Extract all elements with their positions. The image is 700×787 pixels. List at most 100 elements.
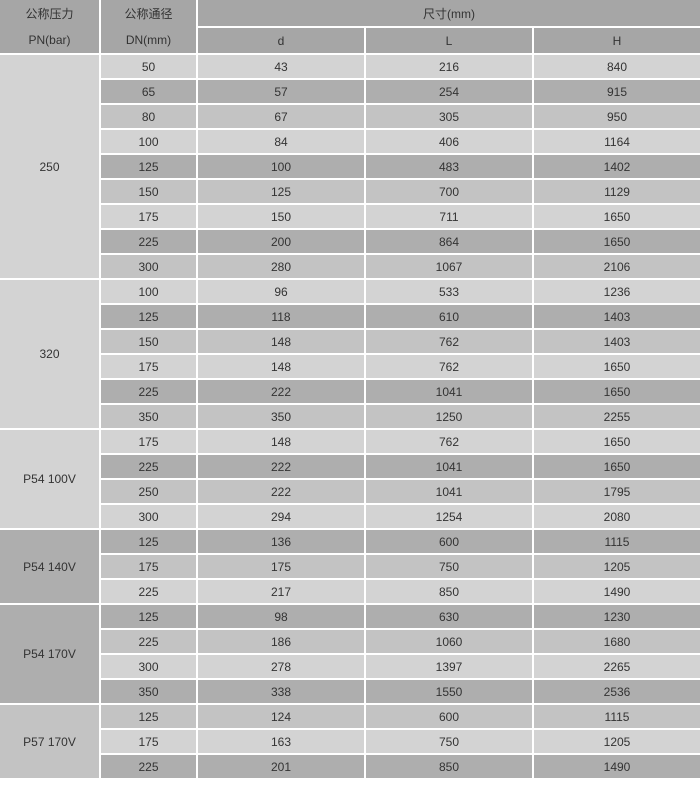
h-cell: 1205 xyxy=(533,729,700,755)
table-row: 225 200 864 1650 xyxy=(0,229,700,255)
d-cell: 118 xyxy=(197,304,366,330)
l-cell: 750 xyxy=(365,729,534,755)
pressure-header-cn: 公称压力 xyxy=(25,6,74,21)
h-cell: 1680 xyxy=(533,629,700,655)
dn-cell: 300 xyxy=(100,504,198,530)
table-row: P57 170V 125 124 600 1115 xyxy=(0,704,700,780)
dn-cell: 225 xyxy=(100,454,198,480)
d-cell: 217 xyxy=(197,579,366,605)
dn-cell: 350 xyxy=(100,679,198,705)
l-cell: 700 xyxy=(365,179,534,205)
l-cell: 483 xyxy=(365,154,534,180)
l-cell: 762 xyxy=(365,354,534,380)
table-header: 公称压力 PN(bar) 公称通径 DN(mm) 尺寸(mm) d L H xyxy=(0,0,700,55)
dn-cell: 300 xyxy=(100,254,198,280)
l-cell: 850 xyxy=(365,579,534,605)
h-cell: 840 xyxy=(533,54,700,80)
pn-group-cell: P54 170V xyxy=(0,604,101,705)
diameter-header-cell: 公称通径 DN(mm) xyxy=(100,0,198,55)
table-row: 350 350 1250 2255 xyxy=(0,404,700,430)
d-cell: 136 xyxy=(197,529,366,555)
table-row: 300 280 1067 2106 xyxy=(0,254,700,280)
d-cell: 84 xyxy=(197,129,366,155)
l-cell: 762 xyxy=(365,429,534,455)
l-cell: 600 xyxy=(365,529,534,555)
l-cell: 1254 xyxy=(365,504,534,530)
d-cell: 350 xyxy=(197,404,366,430)
dn-cell: 175 xyxy=(100,354,198,380)
table-row: 250 50 43 216 840 xyxy=(0,54,700,280)
d-cell: 43 xyxy=(197,54,366,80)
dn-cell: 150 xyxy=(100,179,198,205)
table-row: P54 100V 175 148 762 1650 xyxy=(0,429,700,530)
col-header-l: L xyxy=(365,27,534,55)
d-cell: 201 xyxy=(197,754,366,780)
d-cell: 222 xyxy=(197,454,366,480)
h-cell: 1490 xyxy=(533,754,700,780)
dn-cell: 80 xyxy=(100,104,198,130)
dn-cell: 300 xyxy=(100,654,198,680)
table-row: 175 148 762 1650 xyxy=(0,354,700,380)
h-cell: 1490 xyxy=(533,579,700,605)
pressure-header-unit: PN(bar) xyxy=(28,32,71,47)
dn-cell: 65 xyxy=(100,79,198,105)
h-cell: 1403 xyxy=(533,329,700,355)
d-cell: 338 xyxy=(197,679,366,705)
d-cell: 57 xyxy=(197,79,366,105)
d-cell: 280 xyxy=(197,254,366,280)
h-cell: 1650 xyxy=(533,454,700,480)
table-row: 250 222 1041 1795 xyxy=(0,479,700,505)
pn-group-cell: 250 xyxy=(0,54,101,280)
pn-group-cell: P57 170V xyxy=(0,704,101,780)
l-cell: 850 xyxy=(365,754,534,780)
dn-cell: 175 xyxy=(100,729,198,755)
dn-cell: 150 xyxy=(100,329,198,355)
d-cell: 278 xyxy=(197,654,366,680)
table-row: 150 125 700 1129 xyxy=(0,179,700,205)
h-cell: 1650 xyxy=(533,354,700,380)
size-header-cell: 尺寸(mm) xyxy=(197,0,700,28)
d-cell: 148 xyxy=(197,329,366,355)
table-row: 225 201 850 1490 xyxy=(0,754,700,780)
d-cell: 175 xyxy=(197,554,366,580)
dn-cell: 50 xyxy=(100,54,198,80)
h-cell: 2106 xyxy=(533,254,700,280)
dn-cell: 175 xyxy=(100,204,198,230)
l-cell: 762 xyxy=(365,329,534,355)
h-cell: 1115 xyxy=(533,704,700,730)
table-row: 65 57 254 915 xyxy=(0,79,700,105)
d-cell: 150 xyxy=(197,204,366,230)
dn-cell: 125 xyxy=(100,304,198,330)
dn-cell: 225 xyxy=(100,229,198,255)
l-cell: 1397 xyxy=(365,654,534,680)
l-cell: 254 xyxy=(365,79,534,105)
table-row: 225 222 1041 1650 xyxy=(0,454,700,480)
h-cell: 950 xyxy=(533,104,700,130)
dn-cell: 225 xyxy=(100,579,198,605)
h-cell: 1650 xyxy=(533,204,700,230)
table-body: 250 50 43 216 840 65 57 254 915 80 67 305 950 100 84 40… xyxy=(0,54,700,780)
d-cell: 148 xyxy=(197,429,366,455)
dn-cell: 350 xyxy=(100,404,198,430)
d-cell: 125 xyxy=(197,179,366,205)
dn-cell: 225 xyxy=(100,379,198,405)
l-cell: 406 xyxy=(365,129,534,155)
dn-cell: 100 xyxy=(100,279,198,305)
diameter-header-cn: 公称通径 xyxy=(124,6,173,21)
table-row: P54 170V 125 98 630 1230 xyxy=(0,604,700,705)
l-cell: 216 xyxy=(365,54,534,80)
l-cell: 1041 xyxy=(365,479,534,505)
h-cell: 915 xyxy=(533,79,700,105)
l-cell: 750 xyxy=(365,554,534,580)
d-cell: 222 xyxy=(197,379,366,405)
table-row: 225 186 1060 1680 xyxy=(0,629,700,655)
table-row: 80 67 305 950 xyxy=(0,104,700,130)
h-cell: 1205 xyxy=(533,554,700,580)
l-cell: 600 xyxy=(365,704,534,730)
table-row: 175 175 750 1205 xyxy=(0,554,700,580)
table-row: P54 140V 125 136 600 1115 xyxy=(0,529,700,605)
table-row: 150 148 762 1403 xyxy=(0,329,700,355)
l-cell: 610 xyxy=(365,304,534,330)
h-cell: 2536 xyxy=(533,679,700,705)
